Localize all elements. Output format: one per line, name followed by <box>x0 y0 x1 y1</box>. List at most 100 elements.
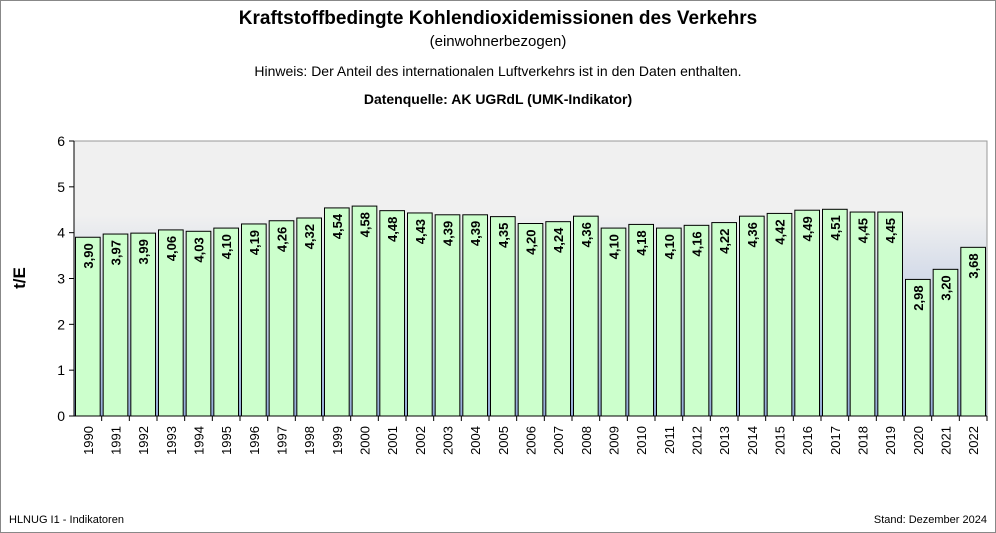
data-label: 3,90 <box>81 243 96 268</box>
data-label: 4,48 <box>385 217 400 242</box>
x-tick-label: 2016 <box>800 426 815 455</box>
bar-2007 <box>545 221 571 417</box>
x-tick-label: 1999 <box>330 426 345 455</box>
y-tick-label: 6 <box>57 133 65 149</box>
bar-2003 <box>434 214 461 417</box>
data-label: 4,18 <box>634 230 649 255</box>
bar-2000 <box>351 205 378 417</box>
x-tick-label: 2014 <box>745 426 760 455</box>
data-label: 4,19 <box>247 230 262 255</box>
x-tick-label: 1995 <box>219 426 234 455</box>
data-label: 4,03 <box>192 237 207 262</box>
y-tick-label: 5 <box>57 179 65 195</box>
chart-note: Hinweis: Der Anteil des internationalen … <box>254 63 742 79</box>
x-tick-label: 2003 <box>441 426 456 455</box>
bar-2004 <box>462 214 489 417</box>
x-tick-label: 2009 <box>607 426 622 455</box>
data-label: 4,42 <box>773 219 788 244</box>
data-label: 4,54 <box>330 213 345 239</box>
bar-2018 <box>849 211 876 417</box>
x-tick-label: 2017 <box>828 426 843 455</box>
bar-1996 <box>241 223 267 417</box>
data-label: 4,58 <box>358 212 373 237</box>
data-label: 4,51 <box>828 215 843 240</box>
data-label: 4,32 <box>302 224 317 249</box>
y-tick-label: 4 <box>57 225 65 241</box>
data-label: 4,39 <box>441 221 456 246</box>
bar-2002 <box>407 212 433 417</box>
y-tick-label: 1 <box>57 362 65 378</box>
bar-2011 <box>656 227 682 417</box>
data-label: 3,68 <box>966 253 981 278</box>
x-tick-label: 2010 <box>634 426 649 455</box>
bar-2015 <box>766 212 793 417</box>
bar-2014 <box>739 215 765 417</box>
chart-title: Kraftstoffbedingte Kohlendioxidemissione… <box>238 8 758 29</box>
data-label: 2,98 <box>911 285 926 310</box>
x-tick-label: 2020 <box>911 426 926 455</box>
x-tick-label: 1996 <box>247 426 262 455</box>
data-label: 3,20 <box>939 275 954 300</box>
bar-2017 <box>822 208 848 417</box>
bar-2008 <box>573 215 599 417</box>
x-tick-label: 2019 <box>883 426 898 455</box>
data-label: 4,20 <box>524 230 539 255</box>
data-label: 4,24 <box>551 227 566 253</box>
bar-1992 <box>130 232 156 417</box>
data-label: 4,43 <box>413 219 428 244</box>
x-tick-label: 2008 <box>579 426 594 455</box>
bar-1993 <box>158 229 184 417</box>
x-tick-label: 2011 <box>662 426 677 454</box>
data-label: 4,36 <box>745 222 760 247</box>
y-tick-label: 3 <box>57 271 65 287</box>
data-label: 4,49 <box>800 216 815 241</box>
x-tick-label: 2007 <box>551 426 566 455</box>
x-tick-label: 1997 <box>275 426 290 455</box>
chart-source: Datenquelle: AK UGRdL (UMK-Indikator) <box>363 91 633 107</box>
x-tick-label: 1993 <box>164 426 179 455</box>
y-axis-label: t/E <box>10 267 29 289</box>
data-label: 4,10 <box>607 234 622 259</box>
bar-2022 <box>960 246 986 417</box>
data-label: 4,10 <box>662 234 677 259</box>
x-tick-label: 2005 <box>496 426 511 455</box>
x-tick-label: 2013 <box>717 426 732 455</box>
data-label: 4,36 <box>579 222 594 247</box>
x-tick-label: 1992 <box>136 426 151 455</box>
footer-right: Stand: Dezember 2024 <box>873 514 987 526</box>
x-tick-label: 2004 <box>468 426 483 455</box>
data-label: 4,35 <box>496 223 511 248</box>
data-label: 4,39 <box>468 221 483 246</box>
data-label: 4,16 <box>690 231 705 256</box>
bar-2006 <box>517 223 544 417</box>
x-tick-label: 2018 <box>856 426 871 455</box>
bar-2001 <box>379 210 406 417</box>
bar-2013 <box>711 222 737 417</box>
x-tick-label: 1994 <box>192 426 207 455</box>
chart-subtitle: (einwohnerbezogen) <box>429 33 567 50</box>
x-tick-label: 2021 <box>939 426 954 455</box>
x-tick-label: 1990 <box>81 426 96 455</box>
x-tick-label: 2000 <box>358 426 373 455</box>
data-label: 4,22 <box>717 229 732 254</box>
bar-1997 <box>268 220 295 417</box>
x-tick-label: 1998 <box>302 426 317 455</box>
x-tick-label: 2002 <box>413 426 428 455</box>
bar-1990 <box>75 236 101 417</box>
bar-1991 <box>102 233 129 417</box>
bar-2012 <box>683 224 710 417</box>
data-label: 4,06 <box>164 236 179 261</box>
bar-2019 <box>877 211 903 417</box>
x-tick-label: 2006 <box>524 426 539 455</box>
bar-1995 <box>213 227 239 417</box>
x-tick-label: 2015 <box>773 426 788 455</box>
x-tick-label: 1991 <box>109 426 124 455</box>
x-tick-label: 2012 <box>690 426 705 455</box>
x-tick-label: 2022 <box>966 426 981 455</box>
footer-left: HLNUG I1 - Indikatoren <box>9 514 124 526</box>
data-label: 4,45 <box>856 218 871 243</box>
x-tick-label: 2001 <box>385 426 400 455</box>
data-label: 4,10 <box>219 234 234 259</box>
data-label: 4,45 <box>883 218 898 243</box>
